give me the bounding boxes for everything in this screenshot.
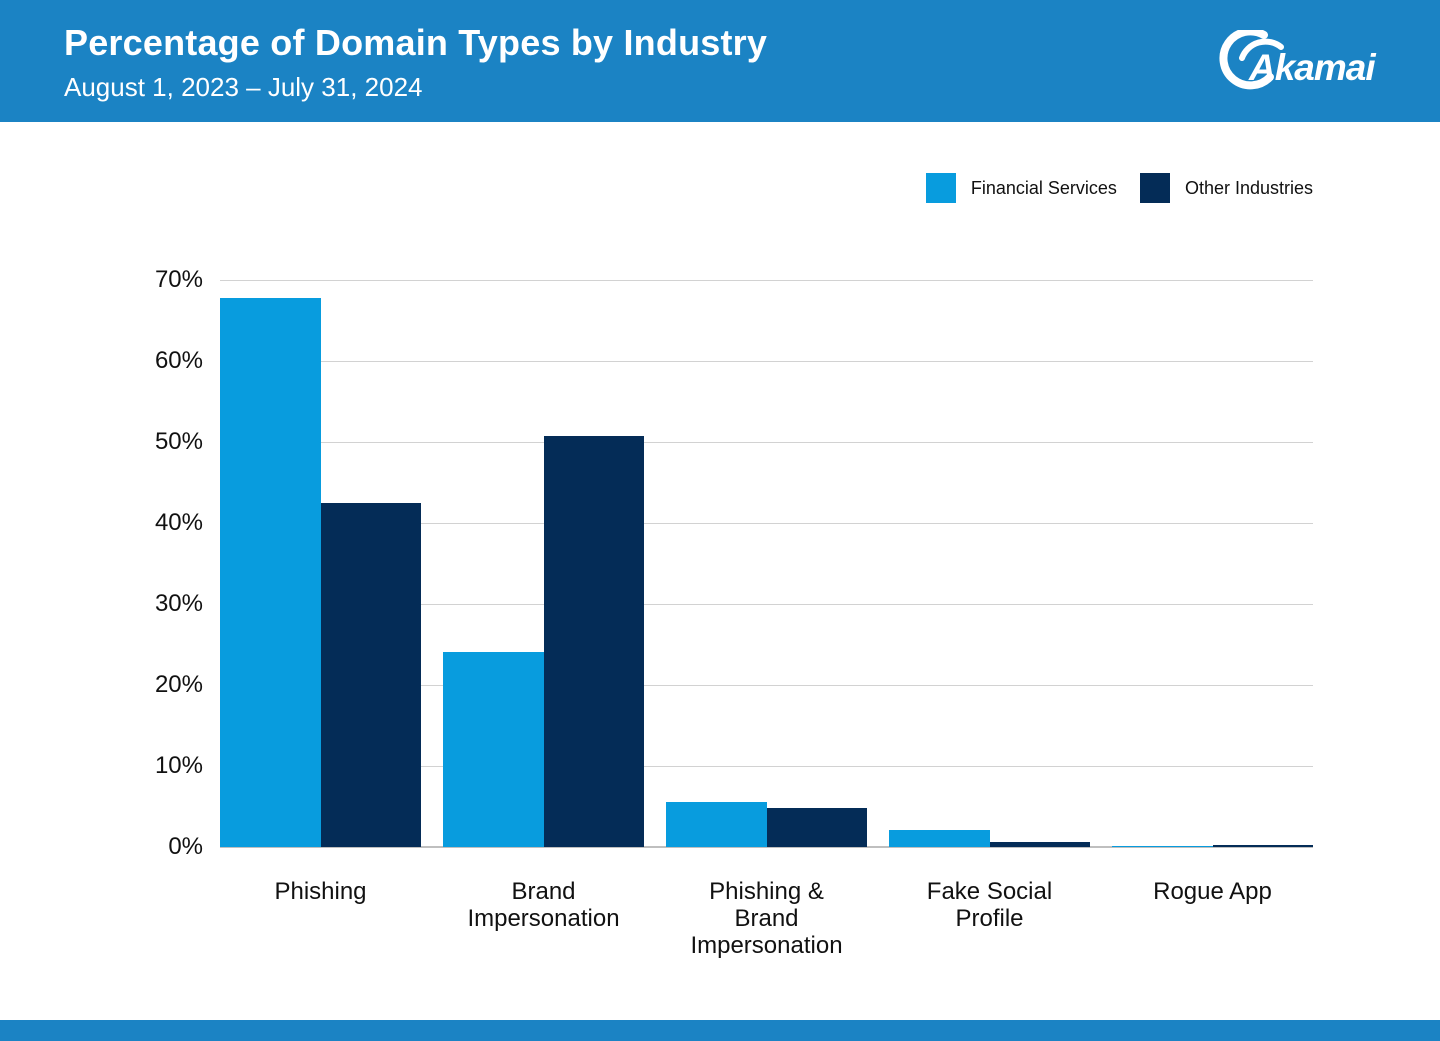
gridline [220,685,1313,686]
bar-financial-services [220,298,321,847]
y-tick-label: 0% [168,833,203,860]
legend-swatch [1139,173,1170,203]
x-category-label: Phishing [274,878,367,905]
bar-financial-services [666,802,767,847]
bar-group [666,280,867,847]
gridline [220,361,1313,362]
akamai-logo-text: Akamai [1248,47,1376,88]
gridline [220,442,1313,443]
y-tick-label: 50% [154,428,203,455]
y-tick-label: 10% [154,752,203,779]
bar-group [1112,280,1313,847]
page-title: Percentage of Domain Types by Industry [64,22,768,63]
bar-group [443,280,644,847]
legend-swatch [925,173,956,203]
gridline [220,604,1313,605]
bar-financial-services [1112,846,1213,847]
x-axis: Phishing Brand Impersonation Phishing & Br… [220,878,1313,959]
bar-other-industries [543,436,644,847]
y-axis: 70% 60% 50% 40% 30% 20% 10% 0% [0,266,203,860]
bar-other-industries [320,503,421,847]
footer-bar [0,1020,1440,1041]
chart-legend: Financial Services Other Industries [925,173,1313,203]
header-banner: Percentage of Domain Types by Industry A… [0,0,1440,122]
x-axis-line [220,846,1313,848]
bar-group [220,280,421,847]
y-tick-label: 30% [154,590,203,617]
akamai-logo-icon: Akamai [1219,27,1377,90]
y-tick-label: 70% [154,266,203,293]
gridline [220,523,1313,524]
bar-financial-services [889,830,990,847]
plot-area [220,280,1313,848]
legend-item: Other Industries [1139,173,1313,203]
y-tick-label: 20% [154,671,203,698]
x-category-label: Rogue App [1153,878,1272,905]
gridline [220,280,1313,281]
bar-other-industries [1212,845,1313,847]
legend-label: Financial Services [970,177,1117,198]
y-tick-label: 60% [154,347,203,374]
x-category-label: Phishing & Brand Impersonation [690,878,843,959]
akamai-logo: Akamai [1215,27,1385,94]
bar-other-industries [989,842,1090,847]
legend-label: Other Industries [1184,177,1313,198]
legend-item: Financial Services [925,173,1117,203]
bar-group [889,280,1090,847]
gridline [220,766,1313,767]
x-category-label: Brand Impersonation [467,878,620,932]
bar-financial-services [443,652,544,847]
date-range-subtitle: August 1, 2023 – July 31, 2024 [64,72,423,102]
x-category-label: Fake Social Profile [926,878,1053,932]
bar-other-industries [766,808,867,847]
y-tick-label: 40% [154,509,203,536]
